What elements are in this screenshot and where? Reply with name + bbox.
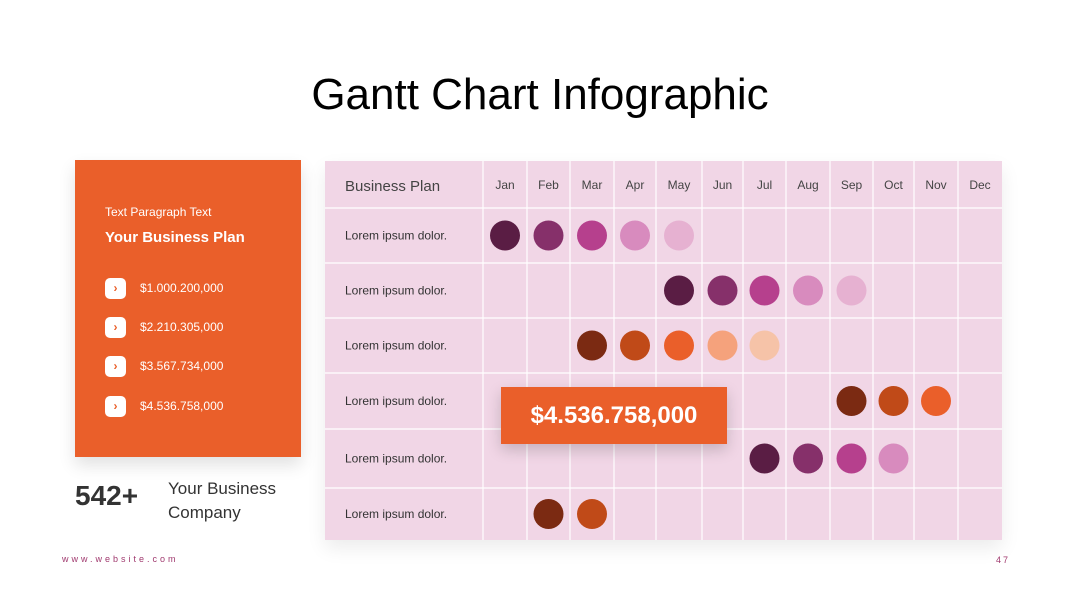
row-label: Lorem ipsum dolor. bbox=[345, 339, 447, 353]
month-label: Apr bbox=[626, 178, 645, 192]
amount-item: › $3.567.734,000 bbox=[105, 355, 223, 377]
timeline-dot bbox=[620, 220, 650, 251]
amount-value: $3.567.734,000 bbox=[140, 359, 224, 373]
timeline-dot bbox=[878, 386, 909, 416]
timeline-dot bbox=[577, 499, 607, 529]
month-label: Dec bbox=[969, 178, 990, 192]
card-eyebrow: Text Paragraph Text bbox=[105, 205, 212, 219]
month-label: Nov bbox=[925, 178, 946, 192]
header-business-plan: Business Plan bbox=[345, 178, 440, 195]
timeline-dot bbox=[793, 275, 823, 306]
chevron-right-icon: › bbox=[105, 316, 126, 338]
highlight-callout: $4.536.758,000 bbox=[501, 387, 727, 444]
row-label: Lorem ipsum dolor. bbox=[345, 284, 447, 298]
stat-label: Your Business Company bbox=[168, 479, 277, 522]
row-label: Lorem ipsum dolor. bbox=[345, 452, 447, 466]
timeline-dot bbox=[707, 330, 738, 361]
timeline-dot bbox=[836, 386, 867, 416]
timeline-dot bbox=[620, 330, 650, 361]
gantt-chart-background bbox=[325, 161, 1002, 540]
timeline-dot bbox=[878, 443, 909, 474]
timeline-dot bbox=[664, 275, 694, 306]
timeline-dot bbox=[577, 220, 607, 251]
chevron-right-icon: › bbox=[105, 355, 126, 377]
timeline-dot bbox=[921, 386, 951, 416]
month-label: Feb bbox=[538, 178, 559, 192]
timeline-dot bbox=[793, 443, 823, 474]
row-label: Lorem ipsum dolor. bbox=[345, 507, 447, 521]
timeline-dot bbox=[533, 499, 564, 529]
slide-title: Gantt Chart Infographic bbox=[311, 70, 769, 119]
timeline-dot bbox=[836, 443, 867, 474]
month-label: Aug bbox=[797, 178, 818, 192]
amount-item: › $4.536.758,000 bbox=[105, 395, 223, 417]
month-label: Mar bbox=[582, 178, 603, 192]
business-plan-card: Text Paragraph Text Your Business Plan ›… bbox=[75, 160, 301, 457]
row-label: Lorem ipsum dolor. bbox=[345, 229, 447, 243]
timeline-dot bbox=[664, 330, 694, 361]
timeline-dot bbox=[749, 275, 780, 306]
chevron-right-icon: › bbox=[105, 395, 126, 417]
row-label: Lorem ipsum dolor. bbox=[345, 394, 447, 408]
amount-value: $4.536.758,000 bbox=[140, 399, 224, 413]
timeline-dot bbox=[836, 275, 867, 306]
timeline-dot bbox=[707, 275, 738, 306]
stat-value: 542+ bbox=[75, 480, 139, 511]
website-link[interactable]: www.website.com bbox=[62, 554, 179, 564]
month-label: Sep bbox=[841, 178, 863, 192]
timeline-dot bbox=[749, 330, 780, 361]
month-label: Jul bbox=[757, 178, 772, 192]
month-label: May bbox=[668, 178, 691, 192]
card-heading: Your Business Plan bbox=[105, 229, 245, 246]
month-label: Jun bbox=[713, 178, 732, 192]
amount-item: › $2.210.305,000 bbox=[105, 316, 223, 338]
gantt-chart: Business Plan Jan Feb Mar Apr May Jun Jul Aug Sep… bbox=[325, 161, 1002, 540]
month-label: Jan bbox=[495, 178, 514, 192]
amount-value: $2.210.305,000 bbox=[140, 320, 224, 334]
amount-value: $1.000.200,000 bbox=[140, 281, 224, 295]
page-number: 47 bbox=[996, 555, 1011, 565]
timeline-dot bbox=[533, 220, 564, 251]
timeline-dot bbox=[749, 443, 780, 474]
timeline-dot bbox=[490, 220, 520, 251]
month-label: Oct bbox=[884, 178, 903, 192]
amount-item: › $1.000.200,000 bbox=[105, 277, 223, 299]
timeline-dot bbox=[577, 330, 607, 361]
timeline-dot bbox=[664, 220, 694, 251]
chevron-right-icon: › bbox=[105, 277, 126, 299]
